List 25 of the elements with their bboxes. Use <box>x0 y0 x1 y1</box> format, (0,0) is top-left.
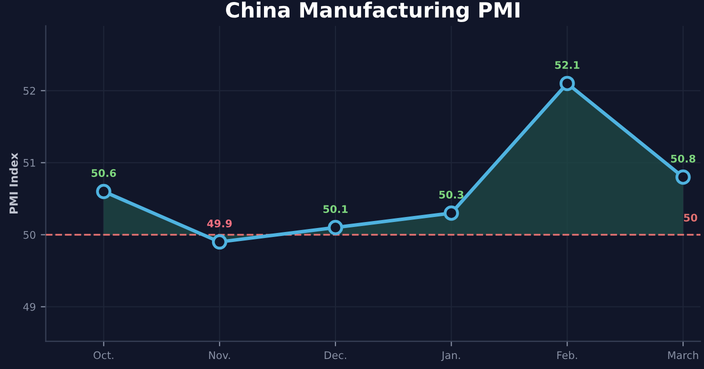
y-axis-title: PMI Index <box>9 152 18 214</box>
x-tick-label: March <box>668 351 698 360</box>
point <box>212 234 228 250</box>
x-tick-label: Jan. <box>441 351 460 362</box>
ref-line-label: 50 <box>684 214 698 222</box>
x-tick-label: Oct. <box>94 351 114 360</box>
data-label: 52.1 <box>555 61 580 69</box>
data-label: 49.9 <box>207 220 232 228</box>
y-tick-label: 50 <box>24 230 36 239</box>
point <box>96 184 112 200</box>
x-tick-label: Feb. <box>557 351 577 360</box>
data-label: 50.8 <box>671 154 696 163</box>
data-label: 50.1 <box>323 205 348 213</box>
chart-title: China Manufacturing PMI <box>226 2 520 22</box>
y-tick-label: 52 <box>24 86 35 95</box>
x-tick-label: Dec. <box>324 351 346 360</box>
x-tick-label: Nov. <box>209 351 230 360</box>
point <box>444 205 459 221</box>
point <box>328 220 344 236</box>
y-tick-label: 49 <box>23 302 36 311</box>
data-label: 50.6 <box>92 169 116 177</box>
data-label: 50.3 <box>439 190 464 199</box>
point <box>560 76 575 92</box>
point <box>675 169 691 185</box>
y-tick-label: 51 <box>24 159 36 167</box>
